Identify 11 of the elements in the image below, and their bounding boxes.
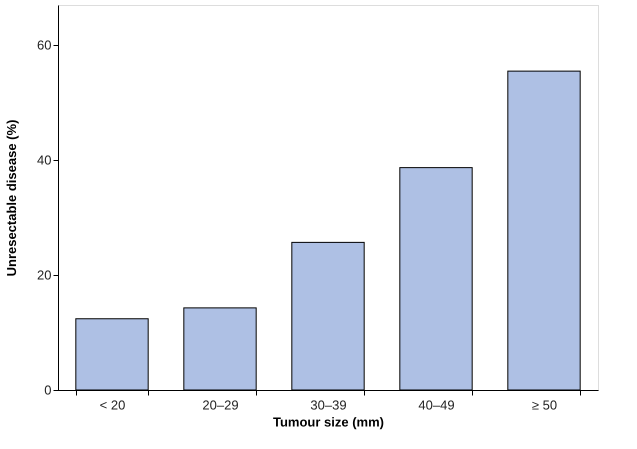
- y-tick-label: 0: [44, 382, 52, 398]
- x-tick-label: 30–39: [310, 398, 347, 412]
- x-axis-title: Tumour size (mm): [273, 414, 384, 430]
- x-tick-label: < 20: [100, 398, 126, 412]
- y-tick-label: 40: [37, 152, 52, 168]
- y-tick-label: 20: [37, 268, 52, 283]
- x-tick-label: 40–49: [418, 398, 455, 412]
- y-tick-label: 60: [37, 38, 52, 53]
- y-axis-title: Unresectable disease (%): [4, 120, 20, 276]
- x-tick-label: ≥ 50: [532, 398, 558, 412]
- x-tick-label: 20–29: [202, 398, 239, 412]
